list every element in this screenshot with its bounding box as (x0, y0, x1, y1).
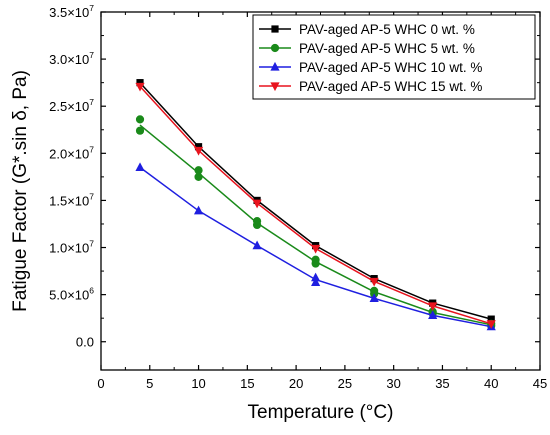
data-point (369, 277, 379, 287)
legend-group: PAV-aged AP-5 WHC 0 wt. % PAV-aged AP-5 W… (252, 14, 536, 100)
y-tick-label: 2.0×107 (49, 144, 94, 161)
axes-group: 0 5 10 15 20 25 30 35 40 45 0.0 5.0×106 1.0×107 1.5×1… (49, 3, 547, 391)
legend-label: PAV-aged AP-5 WHC 5 wt. % (299, 41, 475, 56)
x-tick-label: 30 (386, 376, 400, 391)
y-tick-label: 3.0×107 (49, 50, 94, 67)
data-point (311, 259, 320, 268)
series-1 (135, 115, 496, 330)
x-axis-title: Temperature (°C) (248, 402, 394, 423)
x-tick-label: 35 (435, 376, 449, 391)
data-point (486, 320, 496, 329)
legend-label: PAV-aged AP-5 WHC 10 wt. % (299, 60, 482, 75)
legend-marker (270, 43, 280, 53)
series-line (139, 85, 492, 325)
data-point (311, 272, 321, 282)
data-point (194, 166, 203, 175)
series-3 (135, 82, 496, 329)
data-point (193, 146, 204, 156)
legend-marker (271, 25, 279, 33)
data-point (135, 115, 145, 124)
x-tick-label: 25 (338, 376, 352, 391)
legend-entry: PAV-aged AP-5 WHC 0 wt. % (259, 22, 475, 37)
y-axis-title: Fatigue Factor (G*.sin δ, Pa) (10, 70, 31, 312)
legend-entry: PAV-aged AP-5 WHC 10 wt. % (259, 60, 482, 75)
data-point (136, 79, 144, 87)
y-tick-label: 1.5×107 (49, 191, 94, 208)
legend-box (252, 14, 536, 100)
x-tick-label: 40 (484, 376, 498, 391)
data-point (428, 310, 438, 319)
x-tick-label: 10 (191, 376, 205, 391)
y-tick-label: 3.5×107 (49, 3, 94, 20)
y-tick-label: 2.5×107 (49, 97, 94, 114)
series-group (135, 79, 496, 331)
x-tick-label: 45 (533, 376, 547, 391)
data-point (135, 162, 145, 172)
data-point (428, 302, 438, 312)
series-2 (135, 162, 496, 331)
data-point (135, 82, 145, 92)
legend-marker (270, 82, 280, 92)
data-point (252, 240, 262, 250)
legend-marker (270, 61, 280, 71)
data-point (252, 220, 262, 230)
data-point (135, 126, 145, 135)
legend-entry: PAV-aged AP-5 WHC 15 wt. % (259, 79, 482, 94)
data-point (487, 315, 495, 323)
data-point (311, 244, 321, 254)
x-tick-label: 0 (97, 376, 104, 391)
x-tick-label: 20 (289, 376, 303, 391)
data-point (252, 199, 262, 209)
y-tick-label: 5.0×106 (49, 286, 94, 303)
data-point (194, 143, 203, 151)
x-tick-label: 5 (146, 376, 153, 391)
data-point (311, 277, 321, 286)
legend-entry: PAV-aged AP-5 WHC 5 wt. % (259, 41, 475, 56)
legend-label: PAV-aged AP-5 WHC 15 wt. % (299, 79, 482, 94)
y-tick-label: 0.0 (76, 335, 94, 350)
data-point (193, 205, 204, 215)
data-point (369, 293, 379, 302)
data-point (194, 172, 203, 181)
legend-label: PAV-aged AP-5 WHC 0 wt. % (299, 22, 475, 37)
series-0 (136, 79, 495, 323)
series-line (139, 124, 492, 326)
x-tick-label: 15 (240, 376, 254, 391)
y-tick-label: 1.0×107 (49, 239, 94, 256)
